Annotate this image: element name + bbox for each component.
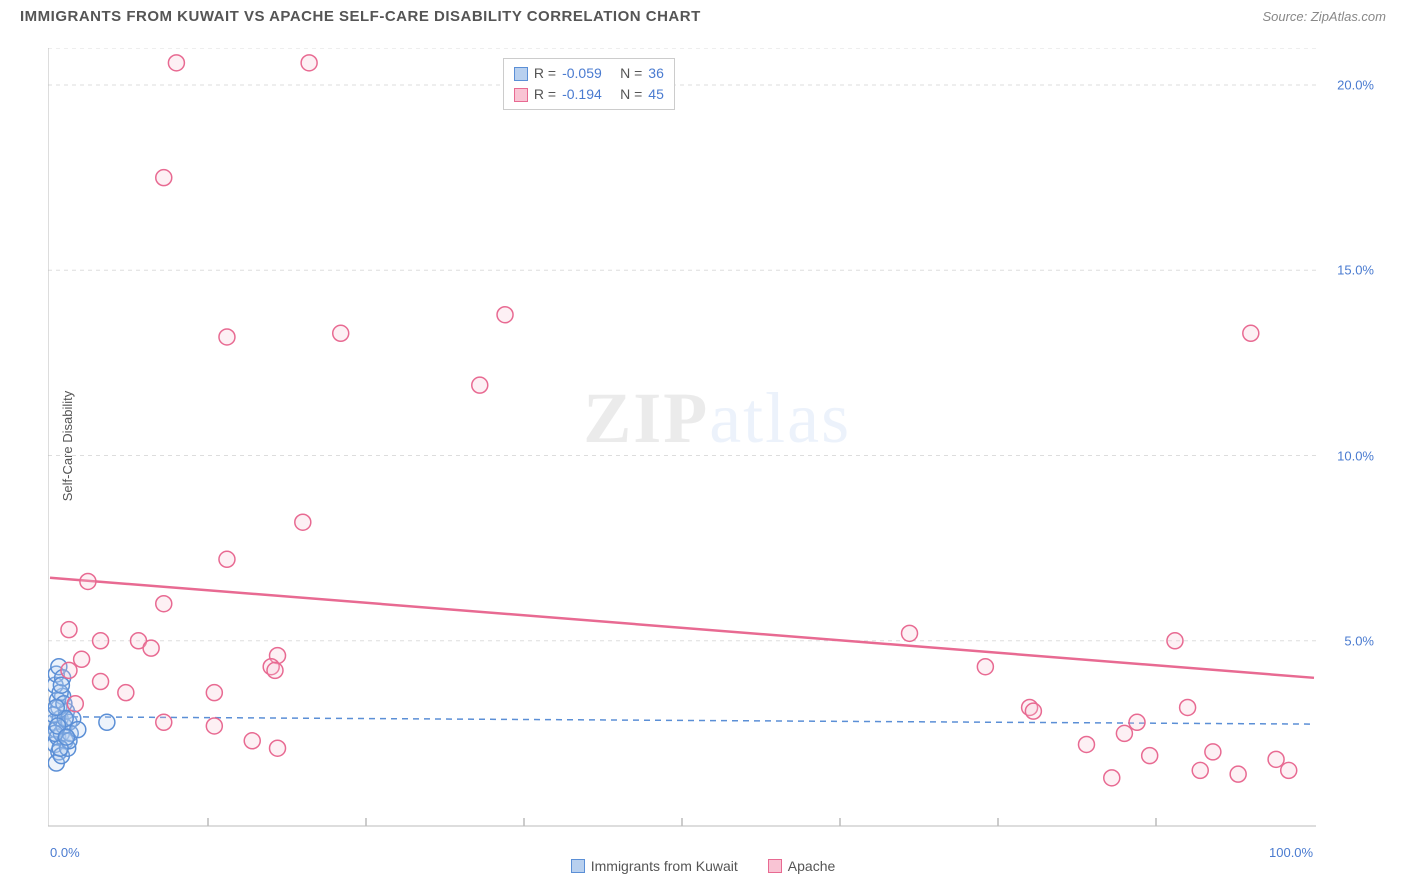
data-point [1192, 762, 1208, 778]
data-point [1268, 751, 1284, 767]
n-label: N = [620, 84, 642, 105]
data-point [156, 170, 172, 186]
data-point [244, 733, 260, 749]
data-point [219, 551, 235, 567]
r-label: R = [534, 63, 556, 84]
legend-label: Immigrants from Kuwait [591, 858, 738, 874]
data-point [1180, 699, 1196, 715]
scatter-plot [48, 48, 1386, 832]
data-point [206, 685, 222, 701]
n-label: N = [620, 63, 642, 84]
data-point [1142, 748, 1158, 764]
data-point [61, 662, 77, 678]
legend-row: R = -0.059 N = 36 [514, 63, 664, 84]
y-tick-label: 20.0% [1337, 78, 1380, 93]
data-point [219, 329, 235, 345]
r-label: R = [534, 84, 556, 105]
data-point [472, 377, 488, 393]
data-point [295, 514, 311, 530]
data-point [206, 718, 222, 734]
data-point [1116, 725, 1132, 741]
data-point [168, 55, 184, 71]
source-attribution: Source: ZipAtlas.com [1262, 9, 1386, 24]
legend-item: Immigrants from Kuwait [571, 858, 738, 874]
data-point [99, 714, 115, 730]
y-tick-label: 10.0% [1337, 448, 1380, 463]
n-value: 36 [648, 63, 664, 84]
chart-area: R =-0.059N =36R =-0.194N =45 ZIPatlas 5.… [48, 48, 1386, 832]
data-point [1104, 770, 1120, 786]
source-name: ZipAtlas.com [1311, 9, 1386, 24]
data-point [156, 714, 172, 730]
legend-row: R = -0.194 N = 45 [514, 84, 664, 105]
correlation-legend: R = -0.059 N = 36 R = -0.194 N = 45 [503, 58, 675, 110]
data-point [267, 662, 283, 678]
data-point [301, 55, 317, 71]
data-point [58, 729, 74, 745]
data-point [1078, 736, 1094, 752]
data-point [118, 685, 134, 701]
series-legend: Immigrants from Kuwait Apache [0, 858, 1406, 874]
data-point [333, 325, 349, 341]
data-point [1025, 703, 1041, 719]
source-prefix: Source: [1262, 9, 1310, 24]
data-point [74, 651, 90, 667]
legend-item: Apache [768, 858, 835, 874]
header: IMMIGRANTS FROM KUWAIT VS APACHE SELF-CA… [0, 0, 1406, 29]
y-tick-label: 15.0% [1337, 263, 1380, 278]
data-point [1230, 766, 1246, 782]
data-point [497, 307, 513, 323]
n-value: 45 [648, 84, 664, 105]
legend-swatch [768, 859, 782, 873]
legend-label: Apache [788, 858, 835, 874]
data-point [1243, 325, 1259, 341]
data-point [61, 622, 77, 638]
y-tick-label: 5.0% [1344, 633, 1380, 648]
data-point [143, 640, 159, 656]
data-point [93, 674, 109, 690]
data-point [80, 573, 96, 589]
data-point [270, 740, 286, 756]
data-point [53, 677, 69, 693]
data-point [1167, 633, 1183, 649]
r-value: -0.194 [562, 84, 614, 105]
data-point [48, 699, 64, 715]
legend-swatch [514, 88, 528, 102]
data-point [1205, 744, 1221, 760]
data-point [1129, 714, 1145, 730]
data-point [156, 596, 172, 612]
chart-title: IMMIGRANTS FROM KUWAIT VS APACHE SELF-CA… [20, 8, 701, 25]
legend-swatch [514, 67, 528, 81]
data-point [902, 625, 918, 641]
data-point [93, 633, 109, 649]
data-point [67, 696, 83, 712]
data-point [1281, 762, 1297, 778]
data-point [977, 659, 993, 675]
r-value: -0.059 [562, 63, 614, 84]
legend-swatch [571, 859, 585, 873]
